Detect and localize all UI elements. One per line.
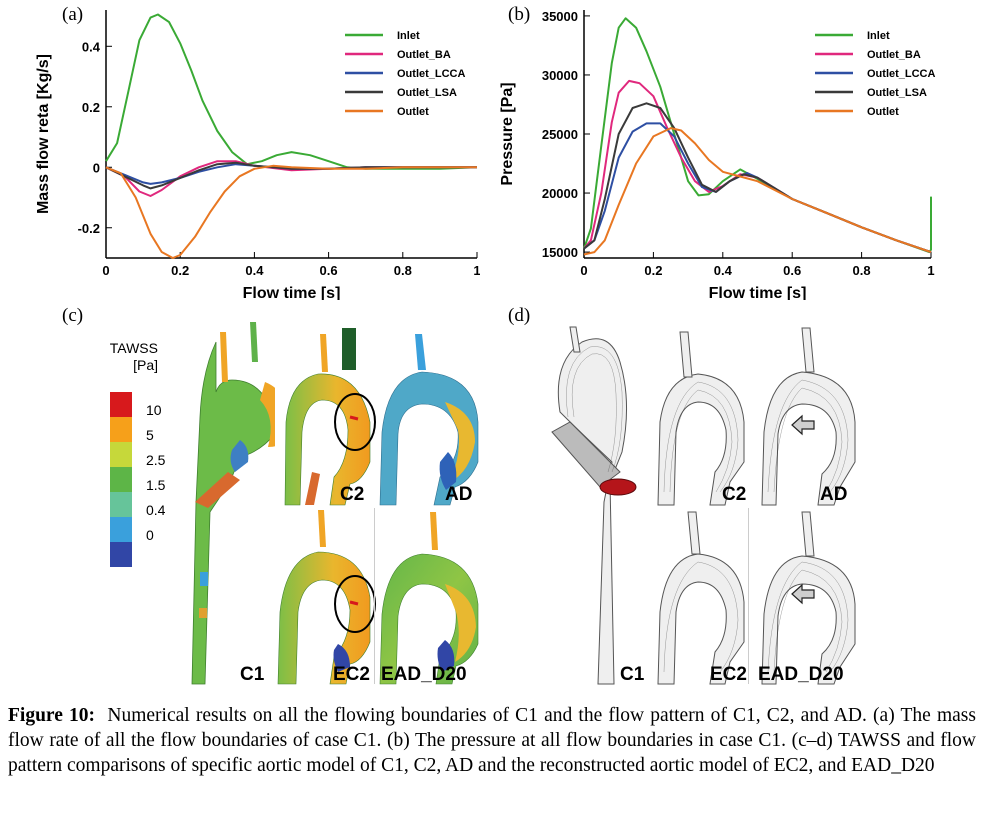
legend-label: Outlet (397, 106, 429, 118)
mass-flow-chart: 0 0.2 0.4 0.6 0.8 1 -0.2 0 0.2 0.4 Flow time [s] Ma… (35, 10, 480, 300)
panel-letter-c: (c) (62, 305, 84, 326)
y-tick-label: 0.4 (82, 39, 101, 54)
colorbar-tick-label: 0.4 (146, 502, 166, 518)
legend-label: Inlet (867, 30, 890, 42)
d-c2-model (657, 331, 745, 506)
panel-letter-d: (d) (508, 305, 531, 326)
x-axis-label: Flow time [s] (243, 285, 341, 300)
colorbar-swatch (110, 442, 132, 467)
y-tick-label: 30000 (542, 68, 578, 83)
x-axis-label: Flow time [s] (709, 285, 807, 300)
colorbar-tick-label: 0 (146, 527, 154, 543)
d-label-c1: C1 (620, 664, 645, 685)
legend-label: Inlet (397, 30, 420, 42)
x-tick-label: 0.4 (245, 263, 264, 278)
legend-label: Outlet_LCCA (397, 68, 466, 80)
y-axis-label: Mass flow reta [Kg/s] (35, 54, 52, 214)
caption-label: Figure 10: (8, 705, 96, 726)
d-arrow-icons (791, 414, 815, 605)
panel-letter-b: (b) (508, 4, 531, 25)
colorbar-tick-label: 10 (146, 402, 162, 418)
x-tick-label: 0.8 (853, 263, 871, 278)
legend-label: Outlet_LSA (867, 87, 927, 99)
arrow-left-icon (791, 414, 815, 436)
tawss-panel: TAWSS [Pa] 10 5 2.5 1.5 0.4 0 (100, 322, 500, 686)
y-axis-label: Pressure [Pa] (499, 82, 516, 185)
x-tick-label: 0.2 (171, 263, 189, 278)
colorbar-title-line1: TAWSS (109, 340, 158, 356)
colorbar-swatch (110, 392, 132, 417)
legend-label: Outlet_BA (397, 49, 451, 61)
label-ec2: EC2 (333, 664, 370, 685)
x-tick-label: 0.2 (644, 263, 662, 278)
flow-pattern-figure (551, 326, 856, 685)
label-c1: C1 (240, 664, 265, 685)
tawss-colorbar: 10 5 2.5 1.5 0.4 0 (110, 392, 166, 567)
d-ec2-model (657, 511, 745, 685)
ad-model (379, 334, 479, 506)
label-c2: C2 (340, 484, 365, 505)
figure-caption: Figure 10: Numerical results on all the … (8, 703, 976, 778)
pressure-chart: 0 0.2 0.4 0.6 0.8 1 15000 20000 25000 30000 35000 F… (499, 9, 936, 300)
x-tick-label: 0.6 (320, 263, 338, 278)
colorbar-swatch (110, 492, 132, 517)
colorbar-title: TAWSS [Pa] (100, 340, 158, 374)
y-tick-label: 35000 (542, 9, 578, 24)
series-line-outlet (105, 164, 477, 259)
legend-label: Outlet_BA (867, 49, 921, 61)
d-label-ec2: EC2 (710, 664, 747, 685)
label-ead-d20: EAD_D20 (381, 664, 467, 685)
x-tick-label: 0.6 (783, 263, 801, 278)
d-label-ad: AD (820, 484, 848, 505)
d-label-c2: C2 (722, 484, 747, 505)
x-tick-label: 0.8 (394, 263, 412, 278)
y-tick-label: -0.2 (78, 221, 100, 236)
x-tick-label: 1 (927, 263, 934, 278)
tawss-figure: 10 5 2.5 1.5 0.4 0 (110, 322, 479, 685)
legend-label: Outlet (867, 106, 899, 118)
y-tick-label: 0.2 (82, 100, 100, 115)
x-tick-label: 1 (473, 263, 480, 278)
d-ad-model (761, 327, 856, 506)
flow-pattern-panel: C2 AD C1 EC2 EAD_D20 (540, 322, 870, 686)
y-tick-label: 20000 (542, 186, 578, 201)
series-line-outlet (583, 127, 932, 256)
y-tick-label: 0 (93, 160, 100, 175)
colorbar-tick-label: 1.5 (146, 477, 166, 493)
y-tick-label: 25000 (542, 127, 578, 142)
ec2-model (277, 510, 376, 685)
d-c1-model (551, 326, 637, 685)
series-line-outlet-lsa (583, 102, 932, 254)
panel-letter-a: (a) (62, 4, 84, 25)
colorbar-tick-label: 5 (146, 427, 154, 443)
x-tick-label: 0 (580, 263, 587, 278)
x-tick-label: 0.4 (714, 263, 733, 278)
legend-label: Outlet_LCCA (867, 68, 936, 80)
x-tick-label: 0 (102, 263, 109, 278)
d-label-ead-d20: EAD_D20 (758, 664, 844, 685)
colorbar-swatch (110, 467, 132, 492)
y-tick-label: 15000 (542, 245, 578, 260)
colorbar-swatch (110, 417, 132, 442)
legend-label: Outlet_LSA (397, 87, 457, 99)
caption-text: Numerical results on all the flowing bou… (8, 705, 976, 776)
colorbar-swatch (110, 517, 132, 542)
ead-d20-model (374, 508, 479, 685)
arrow-left-icon (791, 583, 815, 605)
c2-model (275, 322, 376, 506)
colorbar-title-line2: [Pa] (133, 357, 158, 373)
colorbar-tick-label: 2.5 (146, 452, 166, 468)
colorbar-swatch (110, 542, 132, 567)
label-ad: AD (445, 484, 473, 505)
